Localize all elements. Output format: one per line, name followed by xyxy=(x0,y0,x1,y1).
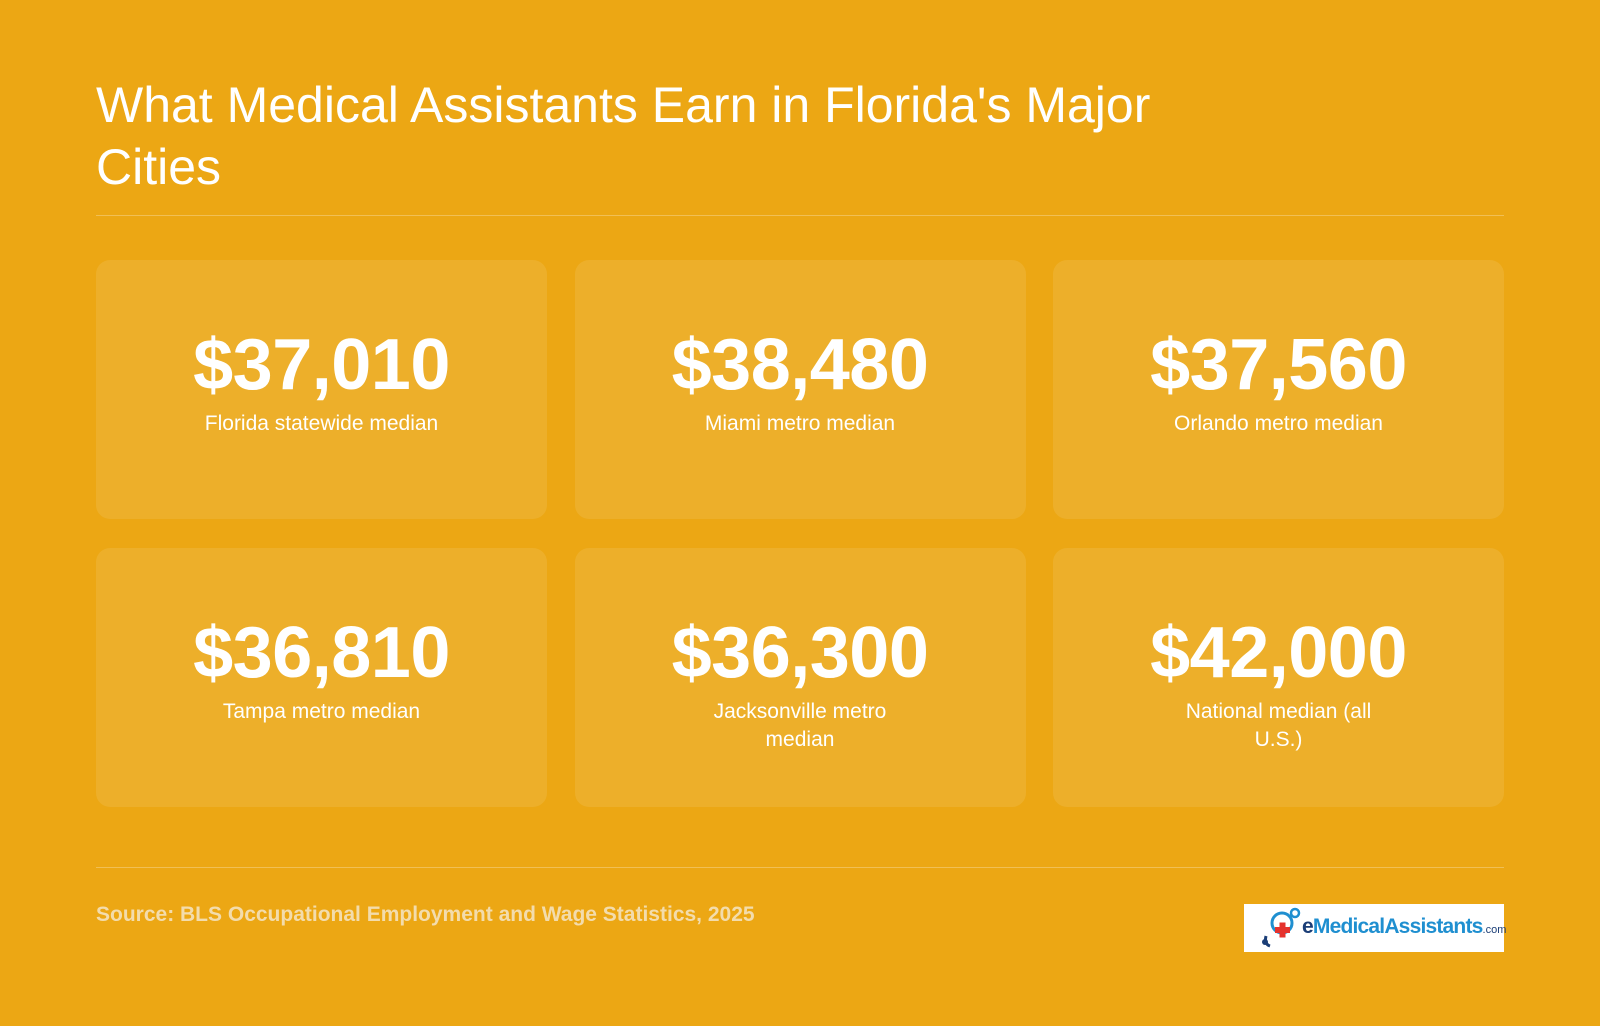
stat-card-tampa: $36,810 Tampa metro median xyxy=(96,548,547,807)
stat-label: Orlando metro median xyxy=(1174,412,1383,435)
stat-label: Tampa metro median xyxy=(222,700,421,723)
stat-value: $37,560 xyxy=(1150,325,1407,405)
stat-value: $38,480 xyxy=(671,325,929,405)
stat-card-florida-statewide: $37,010 Florida statewide median xyxy=(96,260,547,519)
logo-wordmark: eMedicalAssistants.com xyxy=(1302,914,1507,938)
emedicalassistants-logo[interactable]: eMedicalAssistants.com xyxy=(1244,904,1507,952)
footer-divider xyxy=(96,867,1504,868)
stat-value: $36,810 xyxy=(193,613,450,693)
page-title: What Medical Assistants Earn in Florida'… xyxy=(96,77,1151,195)
stat-card-orlando: $37,560 Orlando metro median xyxy=(1053,260,1504,519)
stat-label: Florida statewide median xyxy=(204,412,439,435)
stat-card-miami: $38,480 Miami metro median xyxy=(574,260,1026,519)
stat-value: $42,000 xyxy=(1150,613,1407,693)
medical-cross-molecule-icon xyxy=(1262,907,1301,948)
stat-label: National median (all U.S.) xyxy=(1185,700,1372,751)
stat-value: $36,300 xyxy=(671,613,929,693)
source-note: Source: BLS Occupational Employment and … xyxy=(96,903,755,926)
stat-label: Miami metro median xyxy=(704,412,896,435)
stat-card-jacksonville: $36,300 Jacksonville metro median xyxy=(574,548,1026,807)
stat-card-national: $42,000 National median (all U.S.) xyxy=(1053,548,1504,807)
stat-label: Jacksonville metro median xyxy=(713,700,887,751)
stats-grid: $37,010 Florida statewide median $38,480… xyxy=(96,260,1504,807)
title-divider xyxy=(96,215,1504,216)
stat-value: $37,010 xyxy=(193,325,450,405)
